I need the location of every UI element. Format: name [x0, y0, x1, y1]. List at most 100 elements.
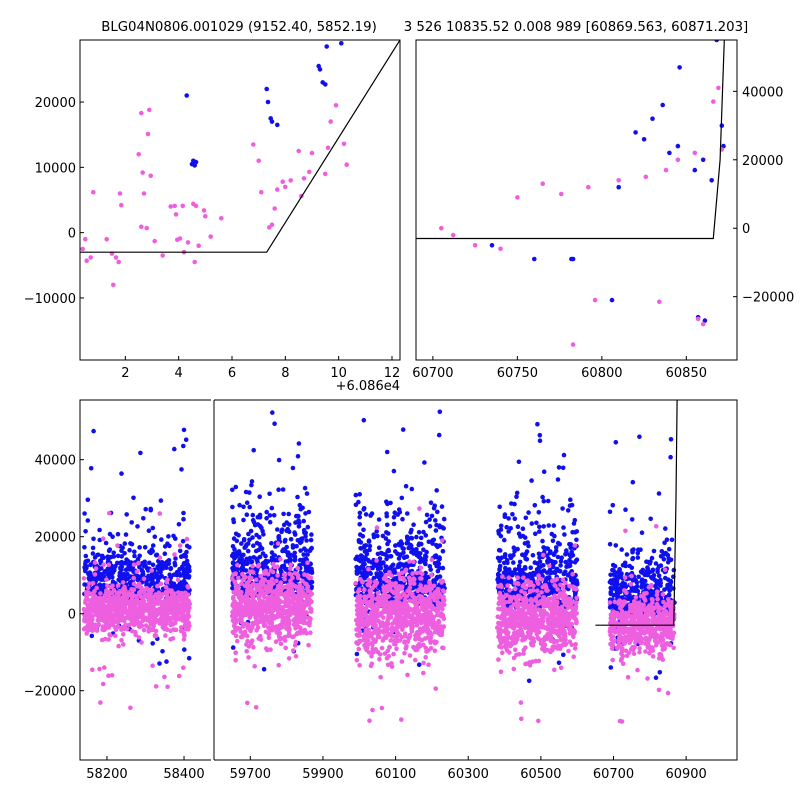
full-blue-point: [497, 563, 503, 569]
full-pink-point: [175, 614, 180, 619]
full-blue-point: [437, 543, 443, 548]
zoom-left-blue-point: [269, 119, 275, 124]
full-pink-point: [386, 654, 392, 659]
full-blue-point: [526, 678, 532, 684]
full-pink-point: [177, 543, 183, 548]
full-blue-point: [558, 558, 564, 564]
full-pink-point: [264, 590, 269, 596]
full-pink-point: [164, 594, 170, 599]
full-blue-point: [150, 641, 155, 646]
full-blue-point: [357, 566, 362, 571]
full-pink-point: [266, 635, 272, 640]
full-pink-point: [85, 627, 90, 633]
full-pink-point: [92, 560, 98, 565]
full-pink-point: [401, 591, 406, 596]
full-pink-point: [353, 580, 359, 586]
zoom-right-blue-point: [616, 184, 621, 190]
zoom-right-xtick-label: 60850: [666, 366, 707, 381]
full-pink-point: [394, 593, 400, 598]
full-blue-point: [286, 511, 292, 517]
full-blue-point: [254, 540, 260, 546]
full-blue-point: [361, 507, 367, 512]
full-pink-point: [165, 577, 170, 583]
full-pink-point: [150, 663, 155, 668]
full-blue-point: [304, 538, 309, 543]
full-pink-point: [279, 587, 284, 592]
full-blue-point: [540, 494, 545, 500]
full-blue-point: [574, 537, 579, 543]
full-blue-point: [517, 559, 523, 565]
full-blue-point: [423, 553, 428, 559]
full-blue-point: [529, 478, 534, 483]
full-blue-point: [85, 558, 91, 564]
full-blue-point: [82, 582, 87, 587]
full-pink-point: [414, 623, 420, 628]
full-pink-point: [105, 583, 110, 588]
full-blue-point: [384, 449, 390, 455]
zoom-left-pink-point: [309, 150, 315, 156]
full-blue-point: [179, 586, 185, 591]
full-blue-point: [560, 506, 565, 511]
full-pink-point: [414, 570, 420, 576]
full-pink-point: [101, 627, 107, 633]
full-pink-point: [92, 622, 98, 628]
full-blue-point: [391, 468, 397, 474]
full-pink-point: [107, 632, 112, 637]
full-blue-point: [150, 525, 156, 531]
full-pink-point: [419, 605, 425, 610]
full-pink-point: [273, 639, 279, 644]
full-pink-point: [434, 588, 440, 593]
full-blue-point: [520, 526, 526, 531]
zoom-right-pink-point: [498, 246, 503, 252]
full-blue-point: [512, 516, 518, 521]
full-pink-point: [90, 667, 95, 673]
full-blue-point: [172, 446, 177, 452]
full-blue-point: [296, 441, 302, 446]
full-blue-point: [122, 541, 128, 546]
full-blue-point: [366, 539, 372, 544]
zoom-right-ytick-label: −20000: [742, 291, 794, 306]
full-pink-point: [365, 638, 371, 643]
zoom-left-pink-point: [382, 5, 387, 10]
full-pink-point: [170, 615, 176, 621]
full-pink-point: [439, 580, 445, 585]
full-pink-point: [399, 605, 404, 611]
full-blue-point: [230, 504, 235, 510]
full-pink-point: [231, 595, 236, 600]
full-pink-point: [83, 598, 88, 604]
full-blue-point: [97, 582, 103, 587]
full-blue-point: [384, 511, 389, 516]
full-pink-point: [155, 583, 160, 589]
full-pink-point: [264, 586, 270, 592]
full-blue-point: [88, 573, 94, 579]
full-pink-point: [163, 585, 169, 590]
full-pink-point: [245, 622, 251, 627]
full-blue-point: [397, 542, 402, 548]
full-blue-point: [279, 529, 284, 535]
full-pink-point: [360, 579, 365, 585]
full-pink-point: [385, 607, 391, 613]
full-pink-point: [410, 615, 415, 621]
full-blue-point: [357, 514, 363, 520]
full-pink-point: [92, 572, 98, 577]
full-pink-point: [373, 610, 378, 616]
full-pink-point: [358, 593, 363, 599]
full-pink-point: [186, 627, 191, 632]
full-blue-point: [267, 519, 273, 525]
zoom-left-pink-point: [119, 202, 124, 208]
full-blue-point: [510, 512, 515, 517]
full-pink-point: [435, 608, 441, 613]
full-pink-point: [421, 660, 426, 666]
zoom-left-pink-point: [173, 212, 179, 217]
full-blue-point: [90, 551, 96, 556]
zoom-left-pink-point: [296, 148, 302, 154]
full-blue-point: [541, 469, 547, 475]
full-blue-point: [440, 548, 446, 554]
full-blue-point: [88, 466, 94, 471]
full-blue-point: [263, 383, 268, 388]
full-pink-point: [397, 610, 403, 615]
full-pink-point: [424, 649, 429, 654]
full-blue-point: [142, 559, 147, 565]
full-pink-point: [123, 622, 128, 627]
full-blue-point: [257, 494, 263, 500]
